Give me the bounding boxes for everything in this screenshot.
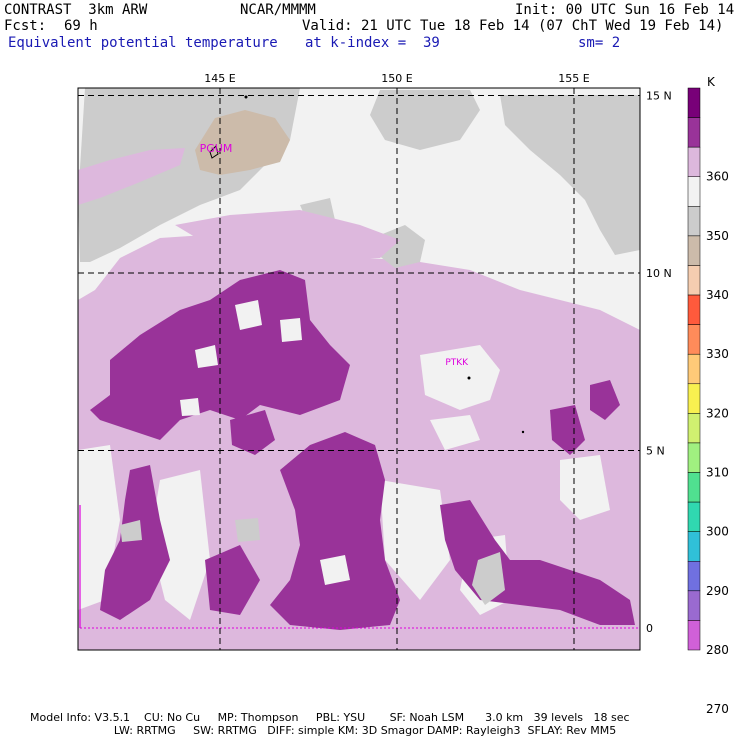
latitude-label: 10 N [646, 267, 672, 280]
latitude-label: 5 N [646, 445, 665, 458]
field-purple-region [90, 270, 350, 440]
field-gray-region [370, 90, 480, 150]
field-purple-region [550, 405, 585, 455]
field-name: Equivalent potential temperature [8, 35, 278, 51]
field-white-patch [420, 345, 500, 410]
colorbar-swatch [687, 117, 701, 148]
field-white-patch [195, 345, 218, 368]
colorbar-swatch [687, 383, 701, 414]
field-white-patch [235, 300, 262, 330]
colorbar-swatch [687, 353, 701, 385]
model-name: CONTRAST 3km ARW [4, 2, 148, 18]
colorbar-label: 270 [706, 702, 729, 716]
station-labels: PGUM PTKK [200, 142, 470, 368]
field-white-patch [150, 470, 210, 620]
forecast-label: Fcst: [4, 18, 47, 34]
field-gray-region [378, 225, 425, 268]
longitude-label: 150 E [381, 72, 412, 85]
colorbar-label: 300 [706, 525, 729, 539]
colorbar-swatch [687, 590, 701, 621]
field-purple-region [270, 432, 400, 630]
latitude-label: 15 N [646, 90, 672, 103]
colorbar-swatch [687, 501, 701, 532]
field-purple-region [590, 380, 620, 420]
field-white-patch [280, 318, 302, 342]
level-info: at k-index = 39 [305, 35, 440, 51]
island-mark [244, 95, 248, 99]
colorbar-swatch [687, 146, 701, 177]
field-white-patch [560, 455, 610, 520]
colorbar-swatch [687, 324, 701, 355]
smoothing-info: sm= 2 [578, 35, 621, 51]
station-label: PGUM [200, 142, 233, 155]
colorbar-swatch [687, 413, 701, 444]
field-gray-region [500, 95, 640, 255]
longitude-label: 155 E [558, 72, 589, 85]
island-mark [521, 430, 525, 434]
guam-outline [209, 145, 219, 159]
chuuk-island-mark [467, 376, 471, 380]
longitude-label: 145 E [204, 72, 235, 85]
colorbar-swatch [687, 176, 701, 207]
field-gray-region [472, 552, 505, 605]
colorbar: K 360 350 340 330 320 310 300 290 280 270 [687, 75, 729, 716]
model-info-line2: LW: RRTMG SW: RRTMG DIFF: simple KM: 3D … [30, 724, 617, 737]
field-white-patch [430, 415, 480, 450]
field-lavender-patch [175, 210, 400, 258]
station-label: PTKK [445, 358, 469, 368]
lat-lon-grid: 145 E 150 E 155 E 15 N 10 N 5 N 0 [78, 72, 672, 650]
field-purple-region [230, 410, 275, 455]
colorbar-swatch [687, 472, 701, 503]
colorbar-swatch [687, 87, 701, 118]
model-info-line1: Model Info: V3.5.1 CU: No Cu MP: Thompso… [30, 711, 630, 724]
colorbar-swatch [687, 620, 701, 651]
colorbar-swatch [687, 265, 701, 296]
map-frame [77, 87, 641, 651]
colorbar-swatch [687, 531, 701, 562]
field-tan-region [195, 110, 290, 175]
colorbar-label: 330 [706, 347, 729, 361]
latitude-label: 0 [646, 622, 653, 635]
colorbar-swatch [687, 294, 701, 325]
colorbar-swatch [687, 235, 701, 266]
colorbar-label: 280 [706, 643, 729, 657]
field-gray-region [235, 518, 260, 542]
colorbar-label: 360 [706, 170, 729, 184]
colorbar-label: 310 [706, 466, 729, 480]
field-purple-region [100, 465, 170, 620]
init-time: Init: 00 UTC Sun 16 Feb 14 [515, 2, 735, 18]
field-white-patch [320, 555, 350, 585]
field-purple-region [205, 545, 260, 615]
colorbar-swatch [687, 206, 701, 237]
colorbar-swatch [687, 561, 701, 592]
organization: NCAR/MMMM [240, 2, 316, 18]
colorbar-label: 340 [706, 288, 729, 302]
forecast-hour: 69 h [64, 18, 98, 34]
field-white-patch [180, 398, 200, 416]
colorbar-label: 320 [706, 406, 729, 420]
theta-e-field [78, 88, 640, 650]
field-gray-region [120, 520, 142, 542]
valid-time: Valid: 21 UTC Tue 18 Feb 14 (07 ChT Wed … [302, 18, 724, 34]
colorbar-unit: K [707, 75, 716, 89]
colorbar-label: 350 [706, 229, 729, 243]
colorbar-label: 290 [706, 584, 729, 598]
field-lavender-patch [78, 148, 185, 205]
colorbar-swatch [687, 442, 701, 473]
